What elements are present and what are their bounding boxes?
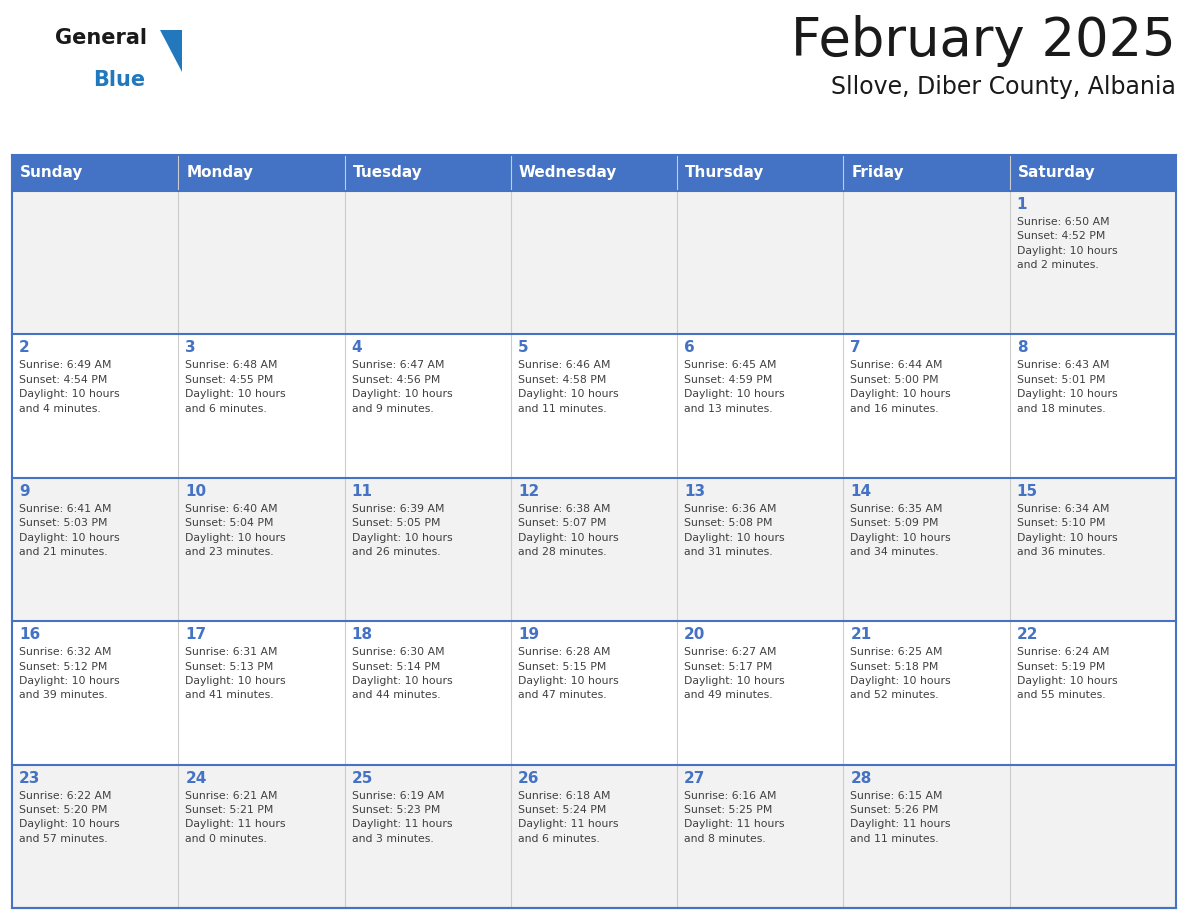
Text: Sunrise: 6:28 AM
Sunset: 5:15 PM
Daylight: 10 hours
and 47 minutes.: Sunrise: 6:28 AM Sunset: 5:15 PM Dayligh… [518,647,619,700]
Text: 15: 15 [1017,484,1038,498]
Text: 5: 5 [518,341,529,355]
Text: 3: 3 [185,341,196,355]
Bar [12,477,1176,621]
Text: 19: 19 [518,627,539,643]
Text: Sunrise: 6:24 AM
Sunset: 5:19 PM
Daylight: 10 hours
and 55 minutes.: Sunrise: 6:24 AM Sunset: 5:19 PM Dayligh… [1017,647,1118,700]
Text: 1: 1 [1017,197,1028,212]
Text: Sunrise: 6:25 AM
Sunset: 5:18 PM
Daylight: 10 hours
and 52 minutes.: Sunrise: 6:25 AM Sunset: 5:18 PM Dayligh… [851,647,952,700]
Text: Sunrise: 6:43 AM
Sunset: 5:01 PM
Daylight: 10 hours
and 18 minutes.: Sunrise: 6:43 AM Sunset: 5:01 PM Dayligh… [1017,361,1118,414]
Bar [12,191,1176,334]
Text: Sunrise: 6:41 AM
Sunset: 5:03 PM
Daylight: 10 hours
and 21 minutes.: Sunrise: 6:41 AM Sunset: 5:03 PM Dayligh… [19,504,120,557]
Text: 4: 4 [352,341,362,355]
Text: 6: 6 [684,341,695,355]
Text: 26: 26 [518,770,539,786]
Text: Sunrise: 6:39 AM
Sunset: 5:05 PM
Daylight: 10 hours
and 26 minutes.: Sunrise: 6:39 AM Sunset: 5:05 PM Dayligh… [352,504,453,557]
Text: 23: 23 [19,770,40,786]
Text: Saturday: Saturday [1018,165,1095,181]
Text: Sunrise: 6:45 AM
Sunset: 4:59 PM
Daylight: 10 hours
and 13 minutes.: Sunrise: 6:45 AM Sunset: 4:59 PM Dayligh… [684,361,785,414]
Text: 27: 27 [684,770,706,786]
Text: 9: 9 [19,484,30,498]
Text: 10: 10 [185,484,207,498]
Text: Tuesday: Tuesday [353,165,422,181]
Text: Sunrise: 6:32 AM
Sunset: 5:12 PM
Daylight: 10 hours
and 39 minutes.: Sunrise: 6:32 AM Sunset: 5:12 PM Dayligh… [19,647,120,700]
Text: 7: 7 [851,341,861,355]
Text: Sunrise: 6:40 AM
Sunset: 5:04 PM
Daylight: 10 hours
and 23 minutes.: Sunrise: 6:40 AM Sunset: 5:04 PM Dayligh… [185,504,286,557]
Text: Sunrise: 6:18 AM
Sunset: 5:24 PM
Daylight: 11 hours
and 6 minutes.: Sunrise: 6:18 AM Sunset: 5:24 PM Dayligh… [518,790,619,844]
Text: Sunrise: 6:31 AM
Sunset: 5:13 PM
Daylight: 10 hours
and 41 minutes.: Sunrise: 6:31 AM Sunset: 5:13 PM Dayligh… [185,647,286,700]
Text: Blue: Blue [93,70,145,90]
Text: Sunrise: 6:21 AM
Sunset: 5:21 PM
Daylight: 11 hours
and 0 minutes.: Sunrise: 6:21 AM Sunset: 5:21 PM Dayligh… [185,790,286,844]
Text: Sunrise: 6:27 AM
Sunset: 5:17 PM
Daylight: 10 hours
and 49 minutes.: Sunrise: 6:27 AM Sunset: 5:17 PM Dayligh… [684,647,785,700]
Text: Sunrise: 6:44 AM
Sunset: 5:00 PM
Daylight: 10 hours
and 16 minutes.: Sunrise: 6:44 AM Sunset: 5:00 PM Dayligh… [851,361,952,414]
Text: 13: 13 [684,484,706,498]
Text: 18: 18 [352,627,373,643]
Text: 12: 12 [518,484,539,498]
Text: Monday: Monday [187,165,253,181]
Text: 2: 2 [19,341,30,355]
Text: Sunrise: 6:50 AM
Sunset: 4:52 PM
Daylight: 10 hours
and 2 minutes.: Sunrise: 6:50 AM Sunset: 4:52 PM Dayligh… [1017,217,1118,270]
Text: Sunrise: 6:15 AM
Sunset: 5:26 PM
Daylight: 11 hours
and 11 minutes.: Sunrise: 6:15 AM Sunset: 5:26 PM Dayligh… [851,790,950,844]
Text: Sunrise: 6:36 AM
Sunset: 5:08 PM
Daylight: 10 hours
and 31 minutes.: Sunrise: 6:36 AM Sunset: 5:08 PM Dayligh… [684,504,785,557]
Text: 21: 21 [851,627,872,643]
Text: Sunrise: 6:38 AM
Sunset: 5:07 PM
Daylight: 10 hours
and 28 minutes.: Sunrise: 6:38 AM Sunset: 5:07 PM Dayligh… [518,504,619,557]
Text: Sunday: Sunday [20,165,83,181]
Text: General: General [55,28,147,48]
Text: Sunrise: 6:35 AM
Sunset: 5:09 PM
Daylight: 10 hours
and 34 minutes.: Sunrise: 6:35 AM Sunset: 5:09 PM Dayligh… [851,504,952,557]
Text: Sunrise: 6:34 AM
Sunset: 5:10 PM
Daylight: 10 hours
and 36 minutes.: Sunrise: 6:34 AM Sunset: 5:10 PM Dayligh… [1017,504,1118,557]
Text: Sunrise: 6:22 AM
Sunset: 5:20 PM
Daylight: 10 hours
and 57 minutes.: Sunrise: 6:22 AM Sunset: 5:20 PM Dayligh… [19,790,120,844]
Text: 24: 24 [185,770,207,786]
Text: Sunrise: 6:30 AM
Sunset: 5:14 PM
Daylight: 10 hours
and 44 minutes.: Sunrise: 6:30 AM Sunset: 5:14 PM Dayligh… [352,647,453,700]
Text: Wednesday: Wednesday [519,165,618,181]
Bar [12,765,1176,908]
Text: Sunrise: 6:48 AM
Sunset: 4:55 PM
Daylight: 10 hours
and 6 minutes.: Sunrise: 6:48 AM Sunset: 4:55 PM Dayligh… [185,361,286,414]
Text: Sunrise: 6:47 AM
Sunset: 4:56 PM
Daylight: 10 hours
and 9 minutes.: Sunrise: 6:47 AM Sunset: 4:56 PM Dayligh… [352,361,453,414]
Text: 20: 20 [684,627,706,643]
Text: 8: 8 [1017,341,1028,355]
Text: Sunrise: 6:46 AM
Sunset: 4:58 PM
Daylight: 10 hours
and 11 minutes.: Sunrise: 6:46 AM Sunset: 4:58 PM Dayligh… [518,361,619,414]
Polygon shape [160,30,182,72]
Text: Thursday: Thursday [685,165,765,181]
Text: 16: 16 [19,627,40,643]
Bar [12,155,1176,191]
Text: Sunrise: 6:16 AM
Sunset: 5:25 PM
Daylight: 11 hours
and 8 minutes.: Sunrise: 6:16 AM Sunset: 5:25 PM Dayligh… [684,790,784,844]
Text: 25: 25 [352,770,373,786]
Text: 17: 17 [185,627,207,643]
Text: Sunrise: 6:19 AM
Sunset: 5:23 PM
Daylight: 11 hours
and 3 minutes.: Sunrise: 6:19 AM Sunset: 5:23 PM Dayligh… [352,790,453,844]
Text: Sunrise: 6:49 AM
Sunset: 4:54 PM
Daylight: 10 hours
and 4 minutes.: Sunrise: 6:49 AM Sunset: 4:54 PM Dayligh… [19,361,120,414]
Bar [12,334,1176,477]
Text: Friday: Friday [852,165,904,181]
Text: 11: 11 [352,484,373,498]
Text: 14: 14 [851,484,872,498]
Text: February 2025: February 2025 [791,15,1176,67]
Bar [12,621,1176,765]
Text: 22: 22 [1017,627,1038,643]
Text: Sllove, Diber County, Albania: Sllove, Diber County, Albania [832,75,1176,99]
Text: 28: 28 [851,770,872,786]
